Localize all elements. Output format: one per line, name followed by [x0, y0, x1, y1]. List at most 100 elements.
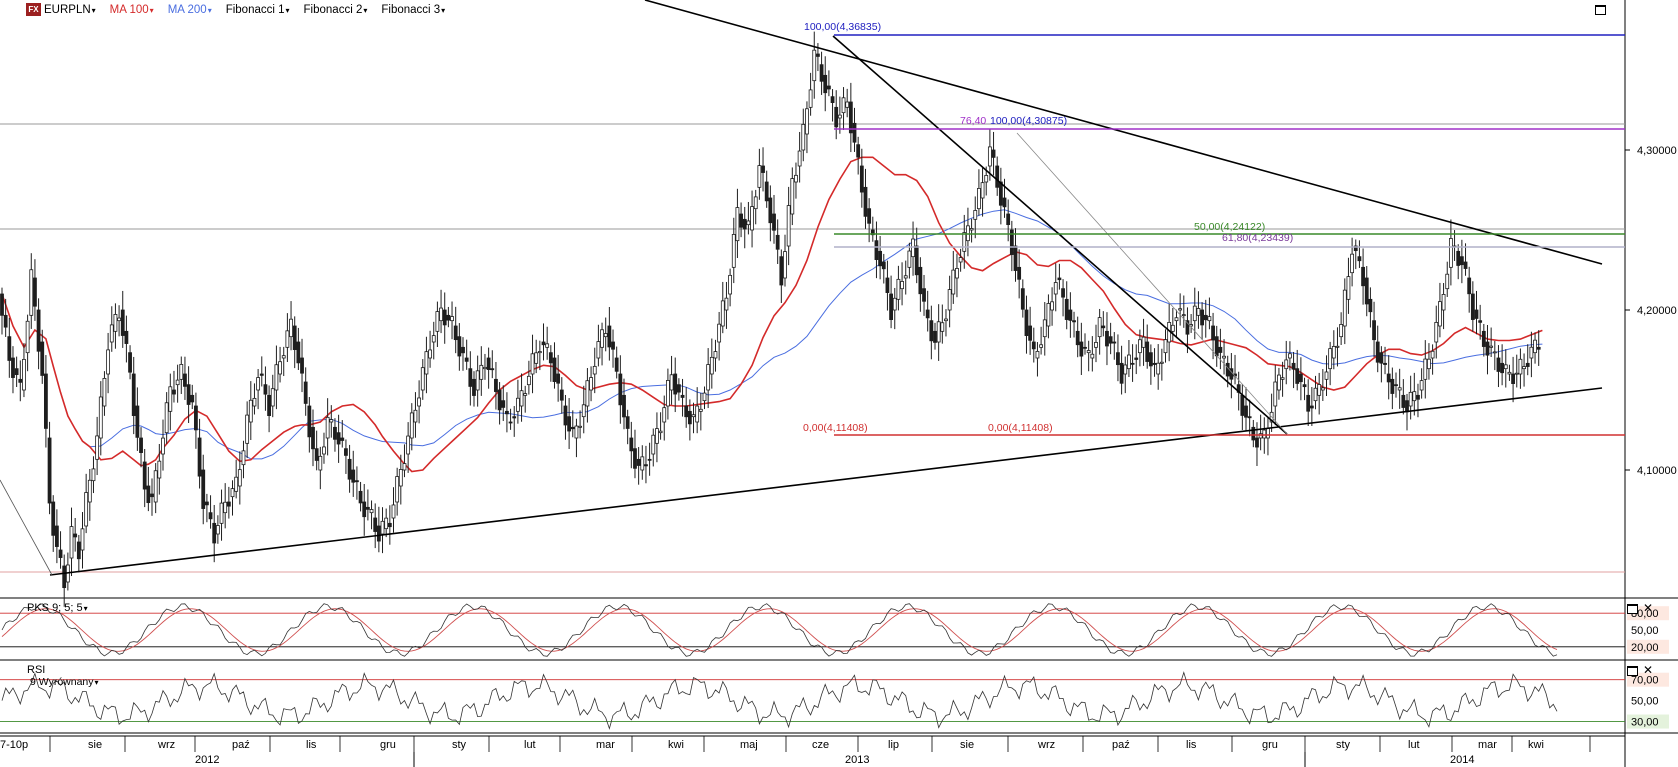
candle-body	[552, 357, 557, 382]
candle-body	[1288, 353, 1292, 359]
candle-body	[420, 367, 425, 391]
candle-body	[417, 397, 422, 407]
fib2-label: Fibonacci 2	[303, 4, 363, 16]
candle-body	[3, 314, 8, 328]
candle-body	[117, 317, 121, 322]
pks-level-box	[1627, 639, 1669, 654]
pks-selector[interactable]: PKS 9; 5; 5▾	[27, 602, 88, 614]
candle-body	[570, 426, 575, 430]
candle-body	[468, 368, 473, 387]
candle-body	[713, 351, 718, 359]
fib2-selector[interactable]: Fibonacci 2▾	[304, 4, 368, 16]
candle-body	[398, 469, 403, 487]
maximize-pks-icon[interactable]	[1627, 604, 1638, 614]
candle-body	[336, 432, 341, 445]
candle-body	[376, 525, 381, 542]
candle-body	[1379, 352, 1384, 364]
rsi-level-box	[1627, 672, 1669, 687]
chevron-down-icon: ▾	[91, 6, 96, 15]
candle-body	[1116, 352, 1120, 366]
candle-body	[1496, 357, 1501, 372]
candle-body	[995, 165, 1000, 188]
candle-body	[559, 389, 564, 401]
candle-body	[1203, 314, 1208, 321]
fib3-selector[interactable]: Fibonacci 3▾	[381, 4, 445, 16]
candle-body	[1441, 294, 1446, 311]
candle-body	[230, 488, 235, 498]
candle-body	[1346, 276, 1351, 300]
ma200-selector[interactable]: MA 200▾	[168, 4, 212, 16]
candle-body	[984, 175, 989, 183]
candle-body	[1302, 384, 1307, 388]
candle-body	[1192, 305, 1197, 322]
candle-body	[442, 309, 447, 326]
candle-body	[461, 346, 465, 354]
rsi-sub-selector[interactable]: 9 Wyrównany▾	[30, 676, 99, 688]
candle-body	[501, 400, 506, 408]
candle-body	[742, 218, 747, 230]
candle-body	[1145, 341, 1150, 362]
rsi-sub-label: 9 Wyrównany	[30, 676, 94, 688]
candle-body	[1372, 320, 1376, 341]
candle-body	[128, 352, 132, 373]
candle-body	[870, 229, 875, 236]
candle-body	[296, 341, 301, 364]
ma100-line	[1, 156, 1543, 473]
close-rsi-icon[interactable]: ✕	[1643, 663, 1654, 677]
candle-body	[1364, 277, 1369, 305]
candle-body	[292, 325, 297, 350]
pks-level-box	[1627, 623, 1669, 637]
candle-body	[307, 405, 312, 438]
candle-body	[1317, 384, 1322, 396]
candle-body	[768, 197, 773, 224]
candle-body	[567, 416, 572, 432]
candle-body	[0, 293, 4, 316]
close-pks-icon[interactable]: ✕	[1643, 601, 1654, 615]
fib-label-100-a: 100,00(4,36835)	[804, 21, 881, 33]
candle-body	[325, 416, 330, 439]
maximize-main-icon[interactable]	[1595, 5, 1606, 15]
fib-swing-line	[832, 35, 1288, 435]
candle-body	[1200, 309, 1204, 326]
candle-body	[318, 455, 323, 471]
candle-body	[757, 165, 762, 188]
candle-body	[497, 389, 502, 411]
candle-body	[365, 506, 370, 510]
candle-body	[252, 397, 257, 407]
time-axis-fragment: 7-10	[0, 739, 22, 751]
ma100-selector[interactable]: MA 100▾	[110, 4, 154, 16]
candle-body	[351, 469, 356, 483]
candle-body	[1079, 341, 1084, 357]
candle-body	[1525, 362, 1530, 367]
candle-body	[1277, 374, 1281, 391]
candle-body	[490, 368, 495, 371]
candle-body	[922, 288, 926, 302]
candle-body	[1390, 378, 1395, 394]
rsi-level-label: 30,00	[1631, 717, 1659, 729]
candle-body	[223, 501, 228, 514]
candle-body	[955, 268, 959, 279]
symbol-selector[interactable]: EURPLN▾	[44, 4, 96, 16]
candle-body	[607, 325, 612, 348]
candle-body	[731, 234, 736, 268]
fib1-selector[interactable]: Fibonacci 1▾	[226, 4, 290, 16]
candle-body	[347, 458, 352, 480]
candle-body	[794, 174, 798, 183]
candle-body	[219, 502, 224, 524]
candle-body	[1181, 314, 1186, 317]
candle-body	[475, 370, 480, 391]
price-tick-label: 4,20000	[1637, 305, 1677, 317]
candle-body	[1097, 317, 1102, 338]
candle-body	[596, 341, 601, 359]
candle-body	[958, 257, 963, 263]
candle-body	[830, 96, 835, 103]
chevron-down-icon: ▾	[94, 678, 99, 687]
month-label: wrz	[157, 739, 175, 751]
candle-body	[1207, 316, 1212, 322]
candle-body	[453, 325, 458, 341]
candle-body	[1156, 362, 1161, 375]
candle-body	[344, 448, 348, 456]
candle-body	[1463, 261, 1468, 269]
maximize-rsi-icon[interactable]	[1627, 666, 1638, 676]
candle-body	[1427, 358, 1431, 370]
